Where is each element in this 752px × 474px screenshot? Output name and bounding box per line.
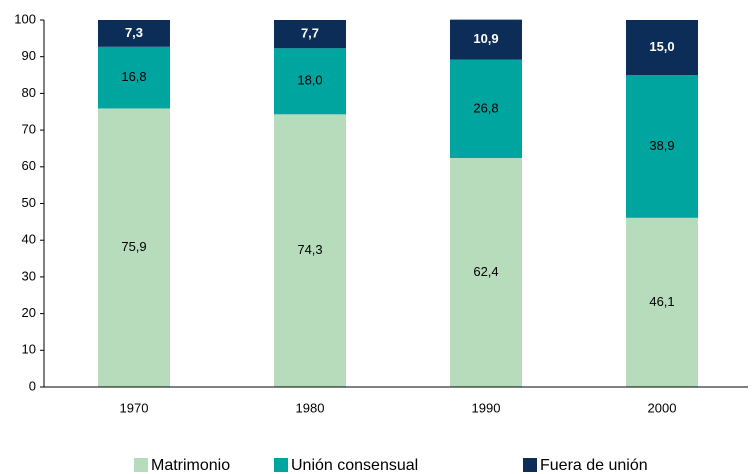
bar-segment	[274, 20, 346, 49]
bar-segment	[274, 48, 346, 115]
bar-segment	[450, 19, 522, 60]
y-tick-label: 90	[22, 48, 36, 63]
x-tick-label: 1980	[296, 400, 325, 415]
data-label: 62,4	[473, 264, 498, 279]
y-tick-label: 20	[22, 305, 36, 320]
y-tick-label: 50	[22, 195, 36, 210]
bar-segment	[626, 20, 698, 76]
data-label: 26,8	[473, 100, 498, 115]
y-tick-label: 0	[29, 378, 36, 393]
y-tick-label: 70	[22, 122, 36, 137]
data-label: 7,7	[301, 26, 319, 41]
data-label: 75,9	[121, 239, 146, 254]
legend-label: Unión consensual	[291, 457, 418, 474]
bar-segment	[98, 20, 170, 47]
x-tick-label: 1990	[472, 400, 501, 415]
bar-segment	[98, 46, 170, 109]
legend-swatch	[134, 458, 148, 472]
data-label: 38,9	[649, 138, 674, 153]
data-label: 18,0	[297, 73, 322, 88]
data-label: 16,8	[121, 69, 146, 84]
bar-segment	[450, 157, 522, 387]
x-tick-label: 2000	[648, 400, 677, 415]
y-tick-label: 60	[22, 158, 36, 173]
bar-segment	[626, 217, 698, 387]
x-tick-label: 1970	[120, 400, 149, 415]
legend-label: Matrimonio	[151, 457, 230, 474]
data-label: 7,3	[125, 25, 143, 40]
y-tick-label: 100	[14, 11, 36, 26]
legend-swatch	[523, 458, 537, 472]
bar-segment	[274, 114, 346, 387]
data-label: 15,0	[649, 39, 674, 54]
bar-segment	[98, 108, 170, 388]
y-tick-label: 30	[22, 268, 36, 283]
data-label: 10,9	[473, 31, 498, 46]
data-label: 46,1	[649, 294, 674, 309]
bar-segment	[626, 75, 698, 218]
data-label: 74,3	[297, 242, 322, 257]
y-tick-label: 10	[22, 342, 36, 357]
y-tick-label: 40	[22, 232, 36, 247]
legend-label: Fuera de unión	[540, 457, 648, 474]
legend-swatch	[274, 458, 288, 472]
y-tick-label: 80	[22, 85, 36, 100]
bar-segment	[450, 59, 522, 158]
